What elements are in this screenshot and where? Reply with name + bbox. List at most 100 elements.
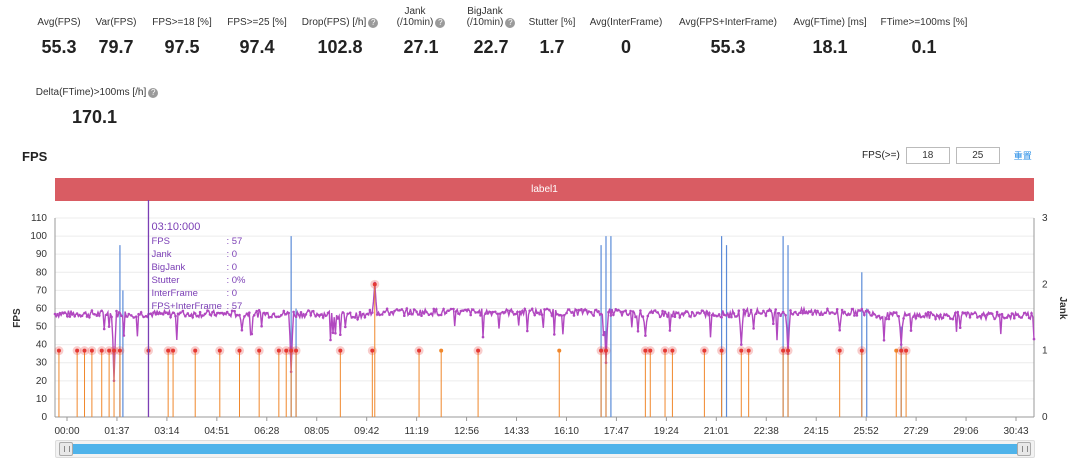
fps-point <box>494 310 497 314</box>
fps-point <box>309 314 313 317</box>
fps-point <box>986 313 989 316</box>
jank-marker <box>894 348 899 353</box>
fps-point <box>690 310 694 314</box>
fps-point <box>946 314 950 318</box>
fps-point <box>275 315 278 319</box>
fps-point <box>641 315 645 318</box>
x-tick-label: 11:19 <box>404 426 429 437</box>
fps-point <box>341 311 345 314</box>
fps-point <box>437 313 441 317</box>
fps-point <box>198 310 202 314</box>
fps-point <box>179 311 182 314</box>
fps-point <box>161 313 165 316</box>
jank-marker <box>670 348 675 353</box>
metric-5: Jank (/10min)? 27.1 <box>388 6 454 58</box>
timeline-scrollbar[interactable] <box>55 440 1035 458</box>
reset-link[interactable]: 重置 <box>1013 151 1032 161</box>
jank-marker <box>648 348 653 353</box>
fps-point <box>326 311 330 315</box>
fps-point <box>238 313 241 317</box>
metric-value: 170.1 <box>72 107 118 127</box>
fps-point <box>371 311 374 314</box>
fps-point <box>358 310 362 314</box>
fps-point <box>954 311 957 315</box>
fps-point <box>439 313 443 317</box>
fps-point <box>496 312 500 316</box>
fps-point <box>334 332 337 335</box>
help-icon[interactable]: ? <box>505 18 516 28</box>
jank-marker <box>289 348 294 353</box>
fps-point <box>90 309 94 312</box>
fps-point <box>157 312 160 316</box>
metric-label: FPS>=25 [%] <box>227 17 287 28</box>
fps-point <box>818 313 822 317</box>
scrollbar-right-handle[interactable] <box>1017 442 1031 456</box>
fps-point <box>872 312 876 316</box>
fps-point <box>944 313 947 317</box>
fps-point <box>720 315 723 319</box>
fps-point <box>545 307 549 311</box>
fps-jank-chart[interactable]: 0 10 20 30 40 50 60 70 80 90 100 110 0 1 2 3 FPS Jank 00:0… <box>0 200 1080 440</box>
metric-value: 27.1 <box>403 37 439 57</box>
fps-point <box>949 317 952 320</box>
fps-point <box>799 311 802 315</box>
fps-point <box>127 312 131 316</box>
fps-point <box>951 317 955 321</box>
tooltip-value: : 0 <box>226 262 237 273</box>
fps-point <box>294 315 298 319</box>
fps-point <box>904 314 908 317</box>
fps-point <box>193 312 197 315</box>
fps-point <box>506 309 509 312</box>
fps-point <box>503 310 507 314</box>
fps-threshold-input-1[interactable] <box>905 147 950 164</box>
jank-marker <box>112 348 117 353</box>
jank-marker <box>739 348 744 353</box>
fps-point <box>169 315 172 319</box>
fps-point <box>63 311 67 314</box>
y2-tick-label: 1 <box>1042 346 1048 357</box>
fps-point <box>744 309 748 313</box>
fps-point <box>880 316 883 319</box>
fps-point <box>683 311 686 315</box>
fps-point <box>395 308 399 311</box>
fps-threshold-input-2[interactable] <box>955 147 1000 164</box>
fps-point <box>476 311 480 314</box>
fps-point <box>489 310 492 314</box>
fps-point <box>757 311 760 314</box>
fps-point <box>280 313 283 317</box>
scrollbar-range[interactable] <box>66 444 1024 454</box>
fps-point <box>796 313 800 316</box>
fps-point <box>680 312 684 315</box>
fps-point <box>324 314 327 318</box>
metric-value: 102.8 <box>317 37 363 57</box>
fps-point <box>540 313 544 316</box>
scrollbar-left-handle[interactable] <box>59 442 73 456</box>
fps-point <box>88 315 91 319</box>
fps-point <box>61 311 64 314</box>
fps-point <box>255 309 258 313</box>
metric-label: Avg(FPS) <box>37 17 81 28</box>
help-icon[interactable]: ? <box>148 88 159 98</box>
fps-point <box>420 314 423 317</box>
fps-point <box>361 312 364 316</box>
metric-label: Delta(FTime)>100ms [/h] <box>35 87 147 98</box>
tooltip-label: FPS+InterFrame <box>151 301 221 312</box>
fps-point <box>272 312 276 315</box>
fps-point <box>931 313 935 317</box>
fps-point <box>1015 313 1019 317</box>
fps-point <box>971 312 974 316</box>
fps-point <box>186 312 190 315</box>
fps-point <box>201 314 204 317</box>
fps-point <box>978 314 982 318</box>
fps-point <box>1013 316 1016 320</box>
fps-point <box>100 309 103 313</box>
help-icon[interactable]: ? <box>368 18 379 28</box>
jank-marker <box>217 348 222 353</box>
fps-point <box>412 308 416 311</box>
fps-point <box>998 313 1001 317</box>
x-tick-label: 27:29 <box>904 426 929 437</box>
fps-point <box>1025 313 1028 317</box>
label-bar[interactable]: label1 <box>55 178 1034 201</box>
help-icon[interactable]: ? <box>435 18 446 28</box>
jank-marker <box>56 348 61 353</box>
